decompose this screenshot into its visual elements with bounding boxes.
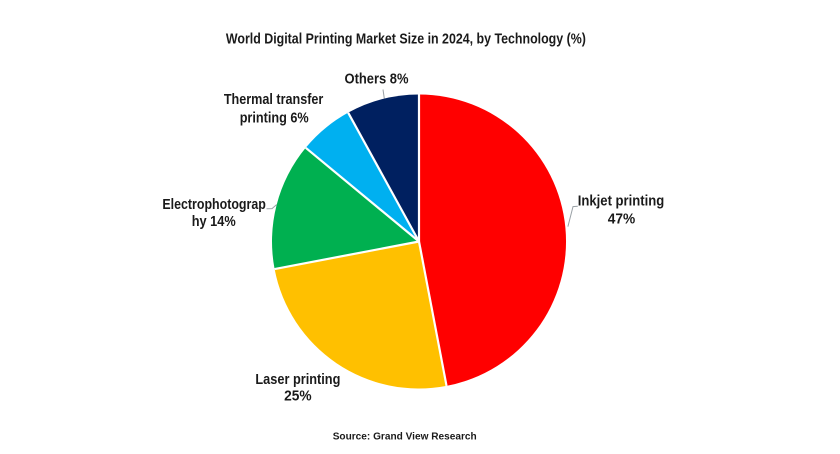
svg-text:Thermal transfer: Thermal transfer <box>224 92 324 108</box>
svg-text:Electrophotograp: Electrophotograp <box>162 197 266 213</box>
svg-text:Laser printing: Laser printing <box>255 372 340 388</box>
svg-text:hy 14%: hy 14% <box>192 214 236 230</box>
svg-text:47%: 47% <box>608 211 636 227</box>
svg-text:Inkjet printing: Inkjet printing <box>578 194 665 210</box>
svg-text:printing 6%: printing 6% <box>240 111 309 127</box>
svg-text:25%: 25% <box>284 389 312 405</box>
svg-text:Source: Grand View Research: Source: Grand View Research <box>333 432 477 443</box>
svg-text:Others 8%: Others 8% <box>345 72 409 88</box>
svg-text:World Digital Printing Market: World Digital Printing Market Size in 20… <box>226 31 586 47</box>
